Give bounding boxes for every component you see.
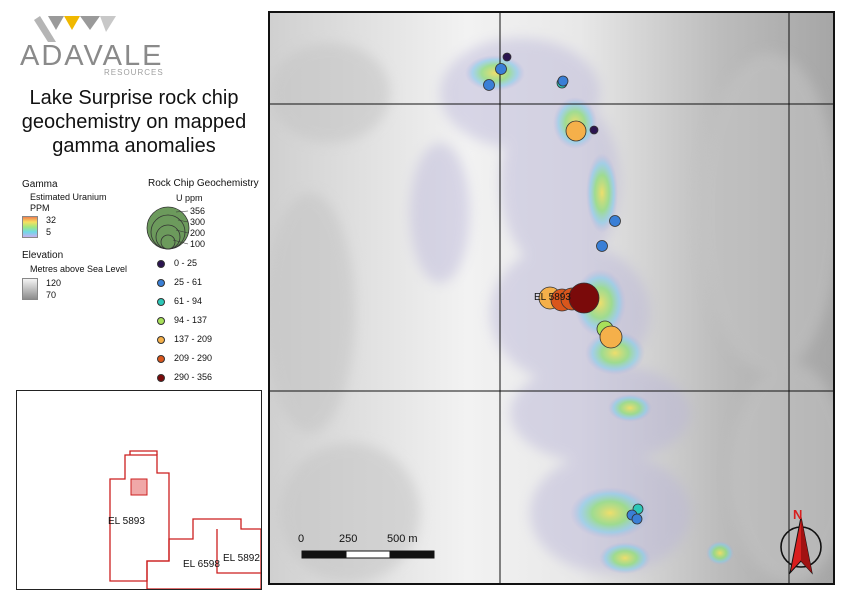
gamma-min-label: 5	[46, 227, 52, 237]
inset-location-map: EL 5893 EL 6598 EL 5892	[16, 390, 262, 590]
gamma-max-label: 32	[46, 215, 57, 225]
class-label-6: 290 - 356	[174, 372, 213, 382]
elevation-legend-sublabel: Metres above Sea Level	[30, 264, 128, 274]
gamma-legend-unit: PPM	[30, 203, 50, 213]
north-arrow-icon	[780, 516, 822, 575]
inset-label-el5893: EL 5893	[108, 516, 145, 527]
size-label-100: 100	[190, 239, 206, 249]
class-swatch-6	[157, 374, 165, 382]
elevation-color-ramp	[22, 278, 38, 300]
inset-label-el5892: EL 5892	[223, 553, 260, 564]
class-swatch-5	[157, 355, 165, 363]
class-label-2: 61 - 94	[174, 296, 203, 306]
size-label-200: 200	[190, 228, 206, 238]
class-label-4: 137 - 209	[174, 334, 213, 344]
size-label-300: 300	[190, 217, 206, 227]
adavale-logo	[34, 16, 116, 42]
map-tenement-label: EL 5893	[534, 292, 571, 303]
gamma-legend-sublabel: Estimated Uranium	[30, 192, 107, 202]
class-label-3: 94 - 137	[174, 315, 208, 325]
geochem-legend-heading: Rock Chip Geochemistry	[148, 178, 259, 189]
size-label-356: 356	[190, 206, 206, 216]
class-swatch-0	[157, 260, 165, 268]
class-label-0: 0 - 25	[174, 258, 198, 268]
class-swatch-2	[157, 298, 165, 306]
elevation-max-label: 120	[46, 278, 62, 288]
class-label-5: 209 - 290	[174, 353, 213, 363]
gamma-color-ramp	[22, 216, 38, 238]
elevation-legend-heading: Elevation	[22, 250, 64, 261]
geochem-legend-sublabel: U ppm	[176, 193, 203, 203]
class-swatch-1	[157, 279, 165, 287]
scale-label-250: 250	[339, 533, 358, 545]
class-swatch-4	[157, 336, 165, 344]
map-title: Lake Surprise rock chip geochemistry on …	[21, 87, 247, 157]
scale-bar	[301, 550, 435, 559]
map-canvas	[270, 13, 833, 583]
inset-label-el6598: EL 6598	[183, 559, 220, 570]
north-label: N	[793, 507, 803, 522]
class-swatch-3	[157, 317, 165, 325]
scale-label-0: 0	[298, 533, 305, 545]
gamma-legend-heading: Gamma	[22, 179, 58, 190]
elevation-min-label: 70	[46, 290, 57, 300]
scale-label-500m: 500 m	[387, 533, 418, 545]
rock-chip-samples	[483, 52, 644, 525]
logo-subtext: RESOURCES	[104, 68, 164, 77]
elevation-shading	[270, 43, 833, 583]
class-label-1: 25 - 61	[174, 277, 203, 287]
main-map[interactable]: EL 5893 0 250 500 m N	[268, 11, 835, 585]
inset-tenement-outlines	[109, 450, 262, 590]
proportional-symbol-legend	[146, 206, 190, 250]
logo-wordmark: ADAVALE	[20, 40, 164, 72]
